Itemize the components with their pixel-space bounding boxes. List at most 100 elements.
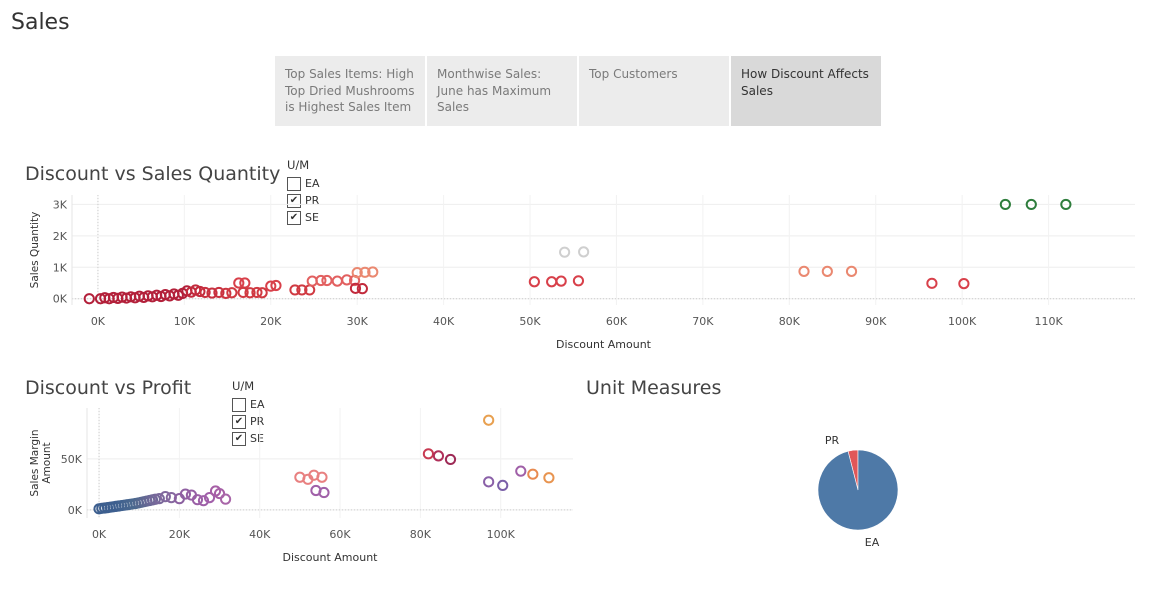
tab-discount-affects-sales[interactable]: How Discount Affects Sales — [731, 56, 881, 126]
chart1-title: Discount vs Sales Quantity — [25, 163, 281, 185]
pie-label-ea: EA — [865, 536, 880, 549]
data-point — [543, 472, 555, 484]
x-tick-label: 90K — [865, 315, 887, 328]
x-tick-label: 30K — [347, 315, 369, 328]
legend-title: U/M — [287, 158, 310, 172]
legend-label-pr: PR — [305, 194, 320, 207]
data-point — [845, 265, 858, 277]
x-tick-label: 20K — [260, 315, 282, 328]
data-point — [821, 265, 833, 277]
data-point — [926, 277, 938, 289]
x-tick-label: 60K — [329, 528, 351, 541]
chart2-title: Discount vs Profit — [25, 377, 192, 399]
x-tick-label: 60K — [606, 315, 628, 328]
data-point — [179, 488, 192, 500]
data-point — [572, 275, 585, 287]
data-point — [356, 283, 368, 295]
data-point — [999, 198, 1011, 211]
legend-label-ea: EA — [250, 398, 265, 411]
y-tick-label: 50K — [61, 453, 83, 466]
data-point — [444, 453, 457, 466]
data-point — [226, 287, 238, 299]
x-tick-label: 80K — [410, 528, 432, 541]
data-point — [244, 287, 256, 299]
data-point — [359, 266, 371, 278]
discount-vs-profit-chart[interactable]: 0K 50K 0K 20K 40K 60K 80K 100K Discount Amount Sa… — [0, 400, 580, 575]
data-point — [483, 476, 495, 488]
data-point — [559, 246, 571, 258]
tab-monthwise-sales[interactable]: Monthwise Sales: June has Maximum Sales — [427, 56, 577, 126]
x-tick-label: 100K — [487, 528, 516, 541]
data-point — [351, 267, 363, 279]
data-point — [265, 280, 277, 292]
y-axis-title: Sales Quantity — [29, 212, 41, 289]
tab-top-sales-items[interactable]: Top Sales Items: High Top Dried Mushroom… — [275, 56, 425, 126]
y-tick-label: 2K — [53, 230, 68, 243]
checkbox-pr[interactable]: ✔ — [232, 414, 246, 429]
data-point — [219, 493, 232, 505]
data-point — [153, 493, 165, 505]
unit-measures-pie-chart[interactable]: PR EA — [780, 420, 960, 560]
tab-top-customers[interactable]: Top Customers — [579, 56, 729, 126]
discount-vs-sales-quantity-chart[interactable]: 0K 1K 2K 3K 0K 10K 20K 30K 40K 50K 60K 70K 80K 90K 100… — [0, 190, 1155, 355]
data-point — [239, 277, 251, 289]
x-tick-label: 70K — [692, 315, 714, 328]
data-point — [165, 492, 177, 504]
data-point — [316, 471, 328, 483]
data-point — [206, 287, 218, 299]
um-legend-2: U/M EA ✔ PR ✔ SE — [232, 379, 264, 447]
data-point — [237, 286, 249, 299]
y-tick-label: 1K — [53, 261, 68, 274]
checkbox-se[interactable]: ✔ — [287, 210, 301, 225]
data-point — [315, 274, 327, 287]
data-point — [83, 293, 95, 305]
data-point — [191, 494, 204, 506]
data-point — [251, 286, 263, 299]
legend-item-ea[interactable]: EA — [287, 175, 319, 192]
y-tick-label: 0K — [53, 293, 68, 306]
data-point — [213, 487, 226, 500]
data-point — [194, 285, 206, 298]
data-point — [203, 492, 216, 504]
data-point — [341, 274, 353, 286]
checkbox-ea[interactable] — [287, 176, 301, 191]
data-point — [432, 450, 445, 462]
legend-item-ea[interactable]: EA — [232, 396, 264, 413]
legend-item-pr[interactable]: ✔ PR — [232, 413, 264, 430]
x-tick-label: 40K — [433, 315, 455, 328]
x-tick-label: 40K — [249, 528, 271, 541]
x-tick-label: 80K — [779, 315, 801, 328]
data-point — [1060, 198, 1072, 211]
x-tick-label: 20K — [169, 528, 191, 541]
dashboard-title: Sales — [11, 10, 70, 35]
data-point — [256, 287, 268, 299]
data-point — [197, 495, 210, 507]
data-point — [270, 279, 282, 292]
x-tick-label: 110K — [1034, 315, 1063, 328]
data-point — [289, 284, 301, 296]
data-point — [318, 486, 330, 499]
um-legend-1: U/M EA ✔ PR ✔ SE — [287, 158, 319, 226]
data-point — [528, 276, 540, 288]
checkbox-ea[interactable] — [232, 397, 246, 412]
data-point — [422, 448, 435, 460]
data-point — [555, 275, 567, 287]
y-tick-label: 0K — [68, 504, 83, 517]
legend-label-se: SE — [250, 432, 264, 445]
data-point — [497, 479, 509, 492]
y-axis-title: Sales MarginAmount — [29, 429, 53, 496]
y-tick-label: 3K — [53, 198, 68, 211]
x-tick-label: 10K — [174, 315, 196, 328]
data-point — [220, 287, 232, 299]
data-point — [798, 265, 810, 277]
checkbox-se[interactable]: ✔ — [232, 431, 246, 446]
legend-item-se[interactable]: ✔ SE — [232, 430, 264, 447]
legend-item-se[interactable]: ✔ SE — [287, 209, 319, 226]
pie-label-pr: PR — [825, 434, 840, 447]
data-point — [199, 286, 211, 299]
data-point — [527, 468, 539, 480]
data-point — [149, 493, 161, 505]
x-tick-label: 0K — [92, 528, 107, 541]
x-tick-label: 100K — [948, 315, 977, 328]
data-point — [1025, 198, 1037, 211]
